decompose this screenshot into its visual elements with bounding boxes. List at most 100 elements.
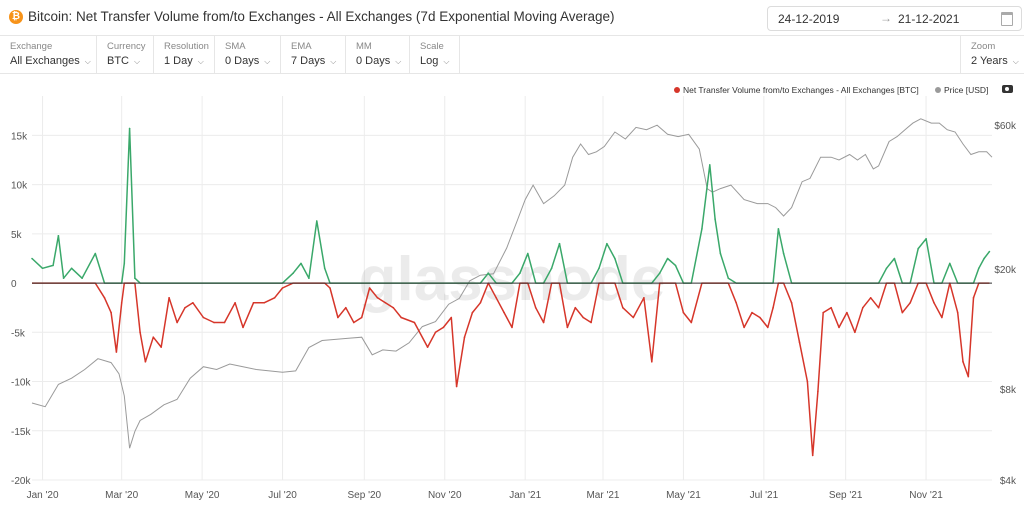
zoom-value[interactable]: 2 Years ⌵ — [971, 55, 1019, 67]
date-end-input[interactable]: 21-12-2021 — [898, 12, 960, 26]
data-point — [31, 257, 33, 260]
data-point — [41, 267, 44, 270]
data-point — [400, 316, 403, 319]
data-point — [503, 311, 505, 314]
exchange-select[interactable]: Exchange All Exchanges ⌵ — [0, 36, 97, 73]
zoom-label: Zoom — [971, 41, 996, 52]
data-point — [690, 321, 693, 324]
zoom-select[interactable]: Zoom 2 Years ⌵ — [960, 36, 1024, 73]
data-point — [110, 311, 112, 314]
data-point — [52, 264, 54, 267]
x-tick-label: Jan '21 — [509, 490, 541, 501]
data-point — [308, 277, 310, 280]
data-point — [94, 252, 97, 255]
data-point — [574, 306, 577, 309]
currency-select[interactable]: Currency BTC ⌵ — [97, 36, 154, 73]
data-point — [57, 235, 60, 237]
data-point — [869, 297, 872, 299]
sma-select[interactable]: SMA 0 Days ⌵ — [215, 36, 281, 73]
data-point — [822, 311, 824, 314]
data-point — [527, 252, 529, 255]
data-point — [632, 316, 635, 319]
data-point — [714, 218, 716, 220]
legend-marker-price — [935, 87, 941, 93]
data-point — [893, 257, 896, 260]
arrow-right-icon: → — [880, 11, 892, 25]
data-point — [719, 252, 722, 255]
data-point — [709, 164, 711, 166]
y-left-tick-label: -20k — [11, 476, 31, 487]
exchange-value[interactable]: All Exchanges ⌵ — [10, 55, 91, 67]
date-range-picker[interactable]: 24-12-2019 → 21-12-2021 — [767, 6, 1022, 31]
data-point — [519, 272, 521, 275]
data-point — [983, 257, 985, 260]
data-point — [123, 262, 126, 265]
data-point — [455, 385, 458, 388]
data-point — [487, 272, 490, 275]
data-point — [735, 302, 737, 304]
data-point — [972, 297, 975, 299]
data-point — [223, 321, 226, 324]
data-point — [392, 306, 395, 309]
resolution-select[interactable]: Resolution 1 Day ⌵ — [154, 36, 215, 73]
mm-label: MM — [356, 41, 372, 52]
data-point — [777, 228, 780, 230]
data-point — [782, 252, 785, 255]
data-point — [550, 267, 553, 270]
x-tick-label: Mar '21 — [586, 490, 619, 501]
chevron-down-icon: ⌵ — [395, 57, 402, 66]
date-start-input[interactable]: 24-12-2019 — [778, 12, 840, 26]
calendar-icon[interactable] — [1001, 12, 1013, 26]
ema-select[interactable]: EMA 7 Days ⌵ — [281, 36, 346, 73]
currency-label: Currency — [107, 41, 146, 52]
data-point — [144, 361, 147, 363]
data-point — [806, 380, 809, 383]
scale-label: Scale — [420, 41, 444, 52]
data-point — [479, 302, 482, 304]
data-point — [751, 311, 753, 314]
x-tick-label: Jan '20 — [27, 490, 59, 501]
data-point — [701, 228, 703, 230]
data-point — [643, 297, 645, 299]
camera-icon[interactable] — [1002, 85, 1013, 93]
data-point — [967, 375, 970, 378]
controls-bar: Exchange All Exchanges ⌵ Currency BTC ⌵ Re… — [0, 36, 1024, 74]
chevron-down-icon: ⌵ — [330, 57, 337, 66]
data-point — [743, 326, 745, 329]
data-point — [234, 302, 236, 304]
data-point — [471, 311, 474, 314]
data-point — [854, 331, 856, 334]
price-line — [31, 118, 993, 449]
scale-select[interactable]: Scale Log ⌵ — [410, 36, 460, 73]
mm-select[interactable]: MM 0 Days ⌵ — [346, 36, 410, 73]
chevron-down-icon: ⌵ — [1012, 57, 1019, 66]
data-point — [152, 336, 155, 339]
data-point — [353, 321, 355, 324]
data-point — [917, 247, 919, 250]
y-right-tick-label: $60k — [994, 121, 1017, 132]
data-point — [622, 306, 624, 309]
x-tick-label: Sep '20 — [348, 490, 382, 501]
mm-value[interactable]: 0 Days ⌵ — [356, 55, 402, 67]
data-point — [368, 287, 371, 289]
legend[interactable]: Net Transfer Volume from/to Exchanges - … — [674, 85, 988, 95]
currency-value[interactable]: BTC ⌵ — [107, 55, 141, 67]
y-left-tick-label: 10k — [11, 181, 28, 192]
resolution-value[interactable]: 1 Day ⌵ — [164, 55, 204, 67]
chevron-down-icon: ⌵ — [264, 57, 271, 66]
bitcoin-icon: ₿ — [9, 10, 23, 24]
chevron-down-icon: ⌵ — [134, 57, 141, 66]
scale-value[interactable]: Log ⌵ — [420, 55, 450, 67]
data-point — [811, 454, 814, 457]
data-point — [666, 257, 669, 260]
data-point — [134, 277, 136, 280]
y-right-tick-label: $4k — [1000, 476, 1017, 487]
y-left-tick-label: 15k — [11, 131, 28, 142]
net-transfer-series — [31, 127, 992, 457]
data-point — [434, 331, 437, 334]
ema-value[interactable]: 7 Days ⌵ — [291, 55, 337, 67]
sma-value[interactable]: 0 Days ⌵ — [225, 55, 271, 67]
data-point — [941, 316, 943, 319]
data-point — [345, 306, 347, 309]
data-point — [558, 242, 561, 245]
